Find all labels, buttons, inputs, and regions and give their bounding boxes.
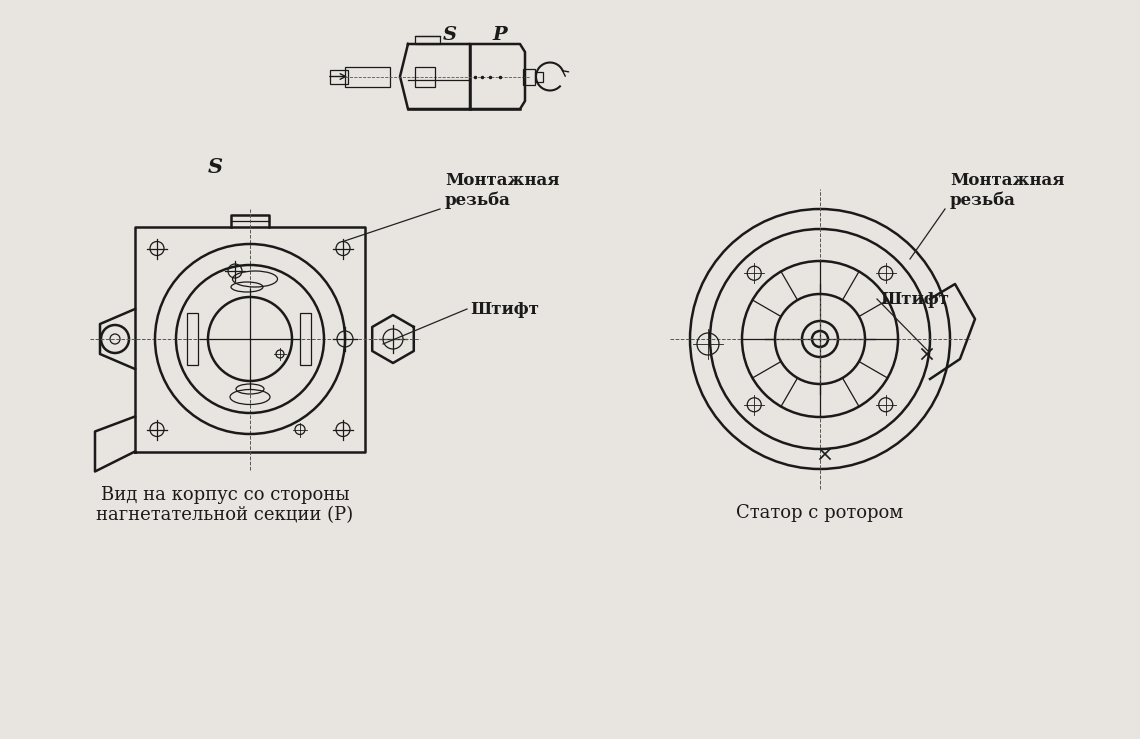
Text: S: S [207,157,222,177]
Bar [523,69,535,84]
Bar [300,313,310,365]
Text: Монтажная
резьба: Монтажная резьба [950,171,1065,209]
Bar [187,313,197,365]
Bar [535,72,543,81]
Text: Штифт: Штифт [470,301,539,318]
Bar [329,69,348,84]
Bar [415,36,440,44]
Bar [415,67,435,86]
Text: Монтажная
резьба: Монтажная резьба [445,171,560,209]
Text: S: S [443,26,457,44]
Text: Штифт: Штифт [880,290,948,307]
Text: P: P [492,26,507,44]
Text: Статор с ротором: Статор с ротором [736,504,904,522]
Text: нагнетательной секции (P): нагнетательной секции (P) [97,506,353,525]
Bar [345,67,390,86]
Text: Вид на корпус со стороны: Вид на корпус со стороны [100,486,349,505]
